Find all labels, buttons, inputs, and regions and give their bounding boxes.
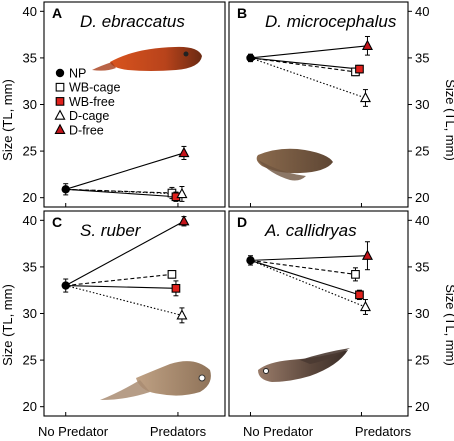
legend-label: D-cage [69,109,109,123]
data-point-wb-free [355,64,364,74]
panel-d: 20 25 30 35 40 D A. callidryas [228,210,429,417]
y-tick-label: 35 [23,259,37,274]
x-label-predators-left: Predators [150,424,207,439]
y-axis-label-left-bottom: Size (TL, mm) [0,284,15,366]
panel-letter: B [237,5,247,21]
legend-label: WB-free [69,95,115,109]
data-point-d-free [178,146,190,158]
y-tick-label: 20 [23,399,37,414]
y-tick-label: 30 [415,97,429,112]
legend-label: NP [69,67,86,81]
legend-item: NP [55,67,86,81]
x-label-no-predator-left: No Predator [38,424,109,439]
y-axis-label-left-top: Size (TL, mm) [0,79,15,161]
data-point-np [246,53,255,63]
panel-title: A. callidryas [264,221,357,240]
x-label-predators-right: Predators [355,424,412,439]
legend-item: WB-free [55,95,115,109]
y-tick-label: 40 [415,213,429,228]
plot-frame [228,210,409,417]
legend-marker [55,82,65,92]
tadpole-photo-a-callidryas [258,348,350,382]
y-tick-label: 40 [23,213,37,228]
panel-letter: A [52,5,62,21]
panel-title: D. ebraccatus [80,12,185,31]
series-line-d-free [65,220,185,287]
tadpole-photo-d-microcephalus [256,148,333,181]
y-tick-label: 20 [415,190,429,205]
data-point-d-cage [176,309,188,320]
panel-title: S. ruber [80,221,142,240]
y-tick-label: 30 [23,97,37,112]
legend-marker [54,109,66,120]
series-line-d-cage [250,259,366,308]
legend-label: WB-cage [69,81,120,95]
series-line-d-cage [65,285,183,316]
series-line-d-free [250,45,368,59]
data-point-d-cage [359,91,371,103]
y-tick-label: 35 [415,259,429,274]
y-tick-label: 25 [23,144,37,159]
data-point-wb-free [171,283,181,293]
data-point-np [61,185,70,194]
panel-a: 20 25 30 35 40 A D. ebraccatus [23,1,226,208]
data-point-d-free [361,39,373,50]
y-tick-label: 35 [415,50,429,65]
series-line-wb-free [65,284,176,289]
series-line-wb-cage [250,259,356,275]
tadpole-photo-d-ebraccatus [92,46,202,71]
series-line-wb-cage [250,57,356,73]
series-line-wb-free [250,259,360,296]
y-tick-label: 20 [23,190,37,205]
panel-b: 20 25 30 35 40 B D. microcephalus [228,1,429,208]
data-point-d-free [178,215,190,226]
data-point-wb-cage [351,270,360,279]
data-point-d-cage [176,187,188,199]
y-tick-label: 25 [415,144,429,159]
tadpole-photo-s-ruber [100,361,211,400]
data-point-np [246,256,255,265]
legend-label: D-free [69,123,104,137]
panel-letter: C [52,214,62,230]
panel-title: D. microcephalus [265,12,397,31]
legend-marker [55,97,65,106]
data-point-np [61,281,70,290]
y-tick-label: 25 [415,353,429,368]
legend-marker [54,123,66,134]
y-axis-label-right-bottom: Size (TL, mm) [443,284,454,366]
legend-item: WB-cage [55,81,120,95]
data-point-wb-cage [167,270,177,279]
legend-marker [55,68,65,78]
y-tick-label: 40 [415,4,429,19]
data-point-wb-free [355,290,364,300]
y-tick-label: 30 [23,306,37,321]
y-tick-label: 25 [23,353,37,368]
data-point-d-cage [359,300,371,312]
series-line-wb-cage [65,273,172,287]
plot-frame [228,1,409,208]
series-line-d-free [250,255,368,261]
legend-item: D-free [54,123,104,137]
panel-letter: D [237,214,247,230]
series-line-d-cage [250,57,366,99]
series-line-d-free [65,152,185,190]
panel-c: 20 25 30 35 40 C S. ruber [23,210,226,417]
y-axis-label-right-top: Size (TL, mm) [443,79,454,161]
x-label-no-predator-right: No Predator [243,424,314,439]
y-tick-label: 30 [415,306,429,321]
legend-item: D-cage [54,109,109,123]
y-tick-label: 20 [415,399,429,414]
y-tick-label: 40 [23,4,37,19]
data-point-d-free [361,249,373,260]
y-tick-label: 35 [23,50,37,65]
series-line-wb-free [250,57,360,70]
